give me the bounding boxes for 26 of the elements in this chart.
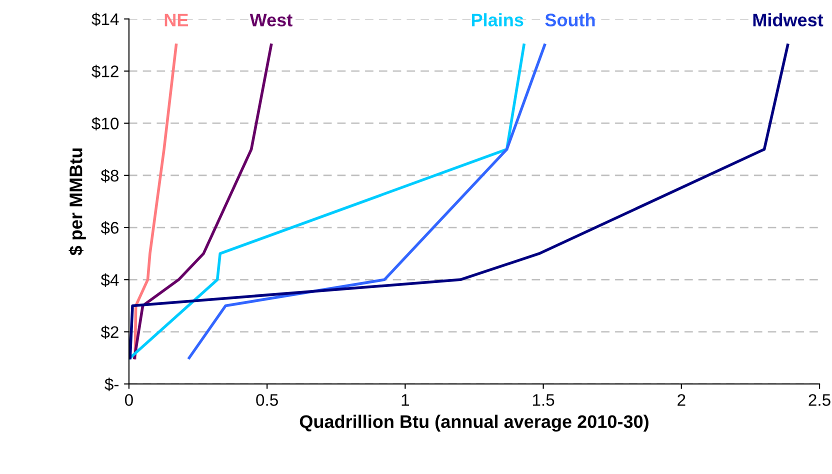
line-series	[128, 44, 790, 360]
y-tick-label: $2	[100, 326, 118, 339]
x-tick-label: 2.5	[808, 394, 830, 406]
series-label: West	[250, 14, 292, 26]
x-tick-label: 2	[678, 394, 686, 406]
x-axis-title: Quadrillion Btu (annual average 2010-30)	[300, 414, 648, 432]
x-tick-label: 1	[402, 394, 410, 406]
line-series	[128, 44, 526, 360]
y-tick-label: $6	[100, 221, 119, 235]
series-label: South	[545, 13, 595, 26]
y-axis-title: $ per MMBtu	[68, 148, 86, 256]
y-tick-label: $-	[104, 378, 118, 392]
series-label: Plains	[472, 13, 524, 26]
line-series	[134, 44, 178, 360]
series-label: Midwest	[753, 13, 824, 26]
y-tick-label: $12	[92, 64, 118, 78]
line-series	[133, 44, 273, 360]
x-tick-label: 0	[124, 394, 133, 406]
x-tick-label: 1.5	[532, 394, 554, 406]
y-tick-label: $14	[92, 12, 119, 26]
y-tick-label: $10	[92, 116, 119, 130]
x-tick-label: 0.5	[256, 394, 278, 406]
series-label: NE	[164, 14, 188, 26]
line-series	[188, 44, 546, 360]
y-tick-label: $4	[100, 273, 119, 287]
y-tick-label: $8	[100, 169, 119, 183]
